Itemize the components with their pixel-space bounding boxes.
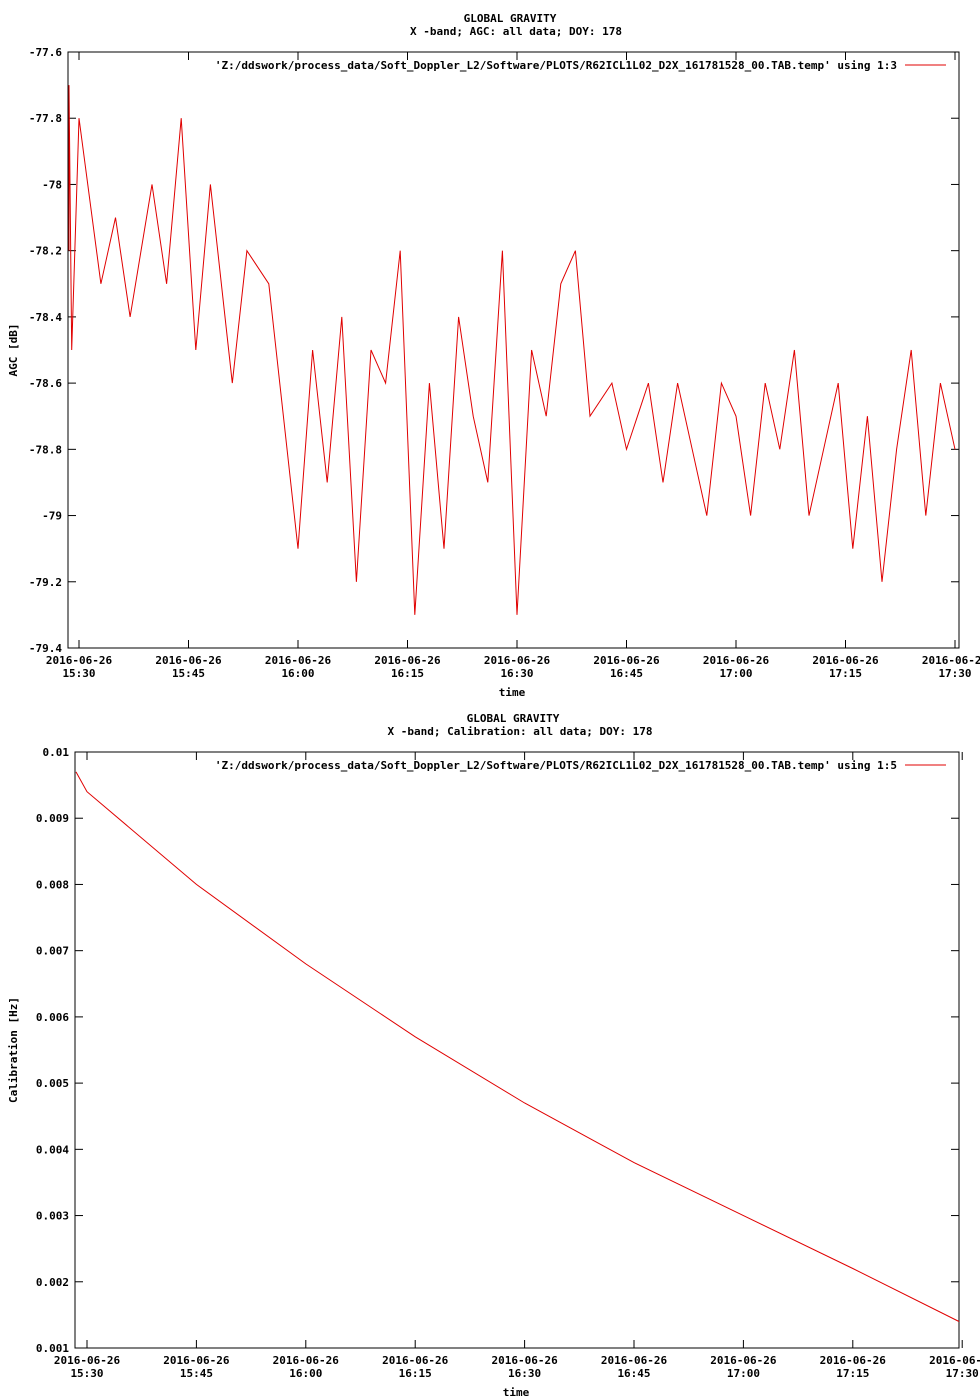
calibration-chart: GLOBAL GRAVITY X -band; Calibration: all…: [7, 712, 980, 1399]
x-tick-time: 17:00: [727, 1367, 760, 1380]
calibration-series-line: [75, 771, 960, 1322]
y-tick-label: -77.6: [29, 46, 62, 59]
y-tick-label: -79.4: [29, 642, 62, 655]
y-tick-label: 0.009: [36, 812, 69, 825]
x-tick-time: 17:15: [836, 1367, 869, 1380]
x-tick-time: 15:45: [180, 1367, 213, 1380]
x-tick-date: 2016-06-26: [601, 1354, 668, 1367]
y-tick-label: 0.007: [36, 945, 69, 958]
x-tick-date: 2016-06-26: [382, 1354, 449, 1367]
x-tick-time: 16:45: [610, 667, 643, 680]
x-tick-date: 2016-06-26: [812, 654, 879, 667]
x-tick-date: 2016-06-26: [54, 1354, 121, 1367]
chart-subtitle: X -band; AGC: all data; DOY: 178: [410, 25, 622, 38]
chart-title: GLOBAL GRAVITY: [467, 712, 560, 725]
y-tick-label: 0.006: [36, 1011, 69, 1024]
y-tick-label: -78.4: [29, 311, 62, 324]
x-tick-time: 15:45: [172, 667, 205, 680]
y-tick-label: 0.002: [36, 1276, 69, 1289]
x-tick-date: 2016-06-26: [922, 654, 980, 667]
x-axis-ticks: 2016-06-2615:302016-06-2615:452016-06-26…: [46, 52, 980, 680]
plot-frame: [67, 51, 960, 649]
y-tick-label: 0.008: [36, 878, 69, 891]
x-tick-time: 16:45: [617, 1367, 650, 1380]
x-tick-date: 2016-06-26: [484, 654, 551, 667]
x-tick-date: 2016-06-26: [593, 654, 660, 667]
x-tick-time: 16:15: [399, 1367, 432, 1380]
y-tick-label: -78.2: [29, 245, 62, 258]
x-tick-date: 2016-06-26: [273, 1354, 340, 1367]
x-tick-date: 2016-06-26: [265, 654, 332, 667]
y-tick-label: 0.005: [36, 1077, 69, 1090]
x-tick-time: 16:00: [289, 1367, 322, 1380]
x-tick-date: 2016-06-26: [703, 654, 770, 667]
y-tick-label: -79.2: [29, 576, 62, 589]
x-tick-date: 2016-06-26: [374, 654, 441, 667]
x-tick-time: 17:00: [719, 667, 752, 680]
y-tick-label: 0.004: [36, 1143, 69, 1156]
x-tick-time: 16:00: [281, 667, 314, 680]
y-tick-label: -78.8: [29, 443, 62, 456]
y-tick-label: -77.8: [29, 112, 62, 125]
chart-title: GLOBAL GRAVITY: [464, 12, 557, 25]
x-tick-time: 15:30: [70, 1367, 103, 1380]
y-axis-ticks: -77.6 -77.8 -78 -78.2 -78.4 -78.6 -78.8 -79 -79.…: [29, 46, 959, 655]
y-tick-label: 0.003: [36, 1210, 69, 1223]
x-tick-time: 17:15: [829, 667, 862, 680]
legend-label: 'Z:/ddswork/process_data/Soft_Doppler_L2…: [215, 59, 897, 72]
y-tick-label: 0.001: [36, 1342, 69, 1355]
x-axis-label: time: [499, 686, 526, 699]
x-axis-label: time: [503, 1386, 530, 1399]
agc-chart: GLOBAL GRAVITY X -band; AGC: all data; D…: [7, 12, 980, 699]
x-tick-date: 2016-06-26: [46, 654, 113, 667]
x-tick-date: 2016-06-26: [155, 654, 222, 667]
x-tick-date: 2016-06-26: [163, 1354, 230, 1367]
x-tick-date: 2016-06-26: [710, 1354, 777, 1367]
legend-label: 'Z:/ddswork/process_data/Soft_Doppler_L2…: [215, 759, 897, 772]
x-tick-time: 17:30: [938, 667, 971, 680]
x-tick-date: 2016-06-26: [491, 1354, 558, 1367]
chart-subtitle: X -band; Calibration: all data; DOY: 178: [388, 725, 653, 738]
y-axis-ticks: 0.01 0.009 0.008 0.007 0.006 0.005 0.004 0.003 0…: [36, 746, 959, 1355]
x-tick-time: 15:30: [62, 667, 95, 680]
y-tick-label: -79: [42, 510, 62, 523]
x-tick-time: 16:30: [500, 667, 533, 680]
x-tick-time: 16:30: [508, 1367, 541, 1380]
x-tick-time: 17:30: [946, 1367, 979, 1380]
plot-frame: [74, 751, 960, 1349]
y-axis-label: AGC [dB]: [7, 324, 20, 377]
x-axis-ticks: 2016-06-2615:302016-06-2615:452016-06-26…: [54, 752, 980, 1380]
y-tick-label: 0.01: [43, 746, 70, 759]
x-tick-time: 16:15: [391, 667, 424, 680]
y-tick-label: -78.6: [29, 377, 62, 390]
agc-series-line: [68, 85, 956, 615]
x-tick-date: 2016-06-26: [929, 1354, 980, 1367]
x-tick-date: 2016-06-26: [820, 1354, 887, 1367]
y-axis-label: Calibration [Hz]: [7, 997, 20, 1103]
y-tick-label: -78: [42, 178, 62, 191]
